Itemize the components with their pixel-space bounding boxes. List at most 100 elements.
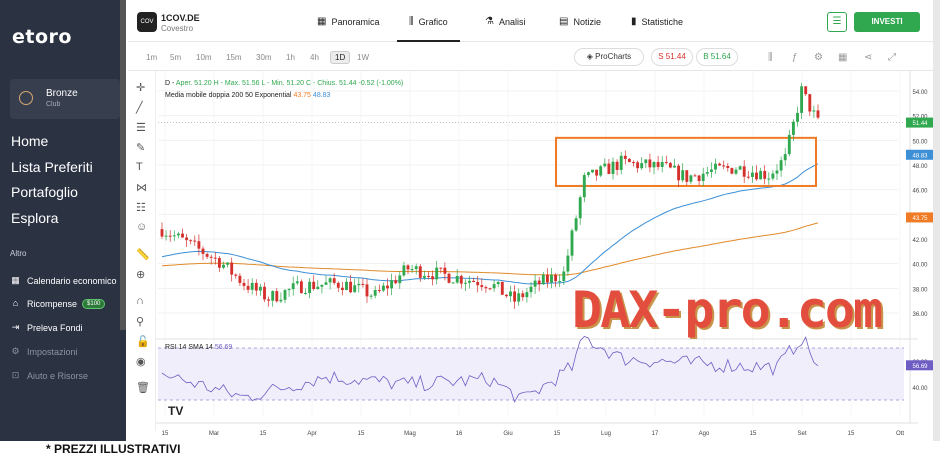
- candle-body: [332, 278, 336, 283]
- candle-body: [308, 281, 312, 293]
- lock-draw-icon[interactable]: ⚲: [136, 316, 145, 328]
- price-chart[interactable]: 54.0052.0050.0048.0046.0044.0042.0040.00…: [128, 71, 940, 442]
- sidebar-item-withdraw[interactable]: ⇥ Preleva Fondi: [10, 322, 83, 333]
- candle-body: [701, 173, 705, 181]
- candle-body: [619, 155, 623, 170]
- nav-explore[interactable]: Esplora: [11, 210, 59, 226]
- candle-body: [267, 299, 271, 301]
- candle-body: [258, 286, 262, 291]
- ema50-tag: 48.83: [912, 153, 928, 159]
- indicators-icon[interactable]: ƒ: [792, 52, 798, 63]
- candle-body: [607, 163, 611, 174]
- share-icon[interactable]: ⋖: [864, 52, 873, 63]
- candle-body: [410, 269, 414, 271]
- candle-style-icon[interactable]: ⫼: [768, 52, 773, 63]
- fib-icon[interactable]: ☷: [136, 202, 146, 214]
- timeframe-1m[interactable]: 1m: [146, 53, 158, 62]
- candle-body: [414, 266, 418, 270]
- sidebar-item-settings[interactable]: ⚙ Impostazioni: [10, 346, 77, 357]
- timeframe-1w[interactable]: 1W: [357, 53, 369, 62]
- candle-body: [254, 282, 258, 291]
- club-card[interactable]: Bronze Club: [10, 79, 120, 119]
- trendline-icon[interactable]: ╱: [136, 102, 143, 114]
- etoro-logo[interactable]: etoro: [12, 26, 72, 48]
- candle-body: [755, 172, 758, 180]
- procharts-button[interactable]: ◈ ProCharts: [574, 48, 644, 66]
- rsi-label: RSI 14 SMA 14: [165, 344, 213, 351]
- tab-news[interactable]: ▤ Notizie: [559, 16, 601, 27]
- timeframe-1d[interactable]: 1D: [330, 51, 351, 64]
- candle-body: [459, 275, 463, 284]
- chart-area[interactable]: ✛ ╱ ☰ ✎ T ⋈ ☷ ☺ 📏 ⊕ ∩ ⚲ 🔓 ◉ 🗑 54.0052.00…: [128, 70, 940, 441]
- club-name: Bronze: [46, 88, 78, 99]
- candle-body: [595, 169, 599, 176]
- tab-analysis[interactable]: ⚗ Analisi: [485, 16, 525, 27]
- hlines-icon[interactable]: ☰: [136, 122, 146, 134]
- ruler-icon[interactable]: 📏: [136, 249, 150, 261]
- sell-price-button[interactable]: S 51.44: [651, 48, 693, 66]
- nav-watchlist[interactable]: Lista Preferiti: [11, 159, 93, 175]
- emoji-icon[interactable]: ☺: [136, 221, 148, 233]
- timeframe-4h[interactable]: 4h: [310, 53, 319, 62]
- fullscreen-icon[interactable]: ⤢: [888, 52, 896, 63]
- invest-button[interactable]: INVESTI: [854, 12, 920, 32]
- candle-body: [787, 134, 791, 155]
- settings-icon[interactable]: ⚙: [814, 52, 823, 63]
- zoom-icon[interactable]: ⊕: [136, 269, 146, 281]
- eye-icon[interactable]: ◉: [136, 356, 146, 368]
- nav-portfolio[interactable]: Portafoglio: [11, 184, 78, 200]
- nav-home[interactable]: Home: [11, 133, 49, 149]
- x-tick-label: 16: [456, 431, 463, 437]
- candle-body: [673, 165, 676, 168]
- ticker-name: Covestro: [161, 24, 194, 33]
- pattern-icon[interactable]: ⋈: [136, 182, 147, 194]
- tab-chart[interactable]: ⫼ Grafico: [397, 16, 460, 42]
- candle-body: [181, 233, 184, 238]
- timeframe-15m[interactable]: 15m: [226, 53, 242, 62]
- candle-body: [242, 282, 246, 286]
- ohlc-prefix: D -: [165, 80, 176, 87]
- layout-icon[interactable]: ▦: [838, 52, 848, 63]
- x-tick-label: Lug: [601, 431, 611, 437]
- drawing-toolbar: ✛ ╱ ☰ ✎ T ⋈ ☷ ☺ 📏 ⊕ ∩ ⚲ 🔓 ◉ 🗑: [128, 71, 156, 431]
- timeframe-5m[interactable]: 5m: [170, 53, 182, 62]
- tab-overview[interactable]: ▦ Panoramica: [317, 16, 379, 27]
- buy-price-button[interactable]: B 51.64: [696, 48, 738, 66]
- timeframe-1h[interactable]: 1h: [286, 53, 295, 62]
- timeframe-10m[interactable]: 10m: [196, 53, 212, 62]
- candle-body: [570, 230, 574, 256]
- candle-body: [562, 271, 566, 282]
- add-to-watchlist-button[interactable]: ☰: [827, 12, 847, 32]
- rsi-line: [161, 336, 819, 403]
- candle-body: [295, 281, 299, 284]
- candle-body: [451, 282, 455, 284]
- candle-body: [209, 256, 213, 258]
- trash-icon[interactable]: 🗑: [136, 382, 150, 394]
- tradingview-logo: TV: [168, 404, 184, 418]
- text-icon[interactable]: T: [136, 161, 143, 173]
- sidebar-item-help[interactable]: ⊡ Aiuto e Risorse: [10, 370, 88, 381]
- candle-body: [644, 159, 648, 164]
- candle-body: [271, 291, 275, 301]
- x-tick-label: 15: [848, 431, 855, 437]
- candle-body: [636, 162, 640, 169]
- timeframe-30m[interactable]: 30m: [256, 53, 272, 62]
- magnet-icon[interactable]: ∩: [136, 295, 144, 307]
- sidebar-item-label: Preleva Fondi: [27, 322, 83, 333]
- crosshair-icon[interactable]: ✛: [136, 82, 146, 94]
- ohlc-change: -0.52 (-1.00%): [358, 80, 404, 87]
- brush-icon[interactable]: ✎: [136, 142, 146, 154]
- tab-stats[interactable]: ▮ Statistiche: [631, 16, 683, 27]
- candle-body: [533, 280, 537, 287]
- sidebar-scrollbar[interactable]: [120, 0, 126, 330]
- altro-label: Altro: [10, 249, 27, 258]
- lock-icon[interactable]: 🔓: [136, 336, 150, 348]
- candle-body: [283, 290, 287, 300]
- sidebar-item-rewards[interactable]: ⌂ Ricompense $100: [10, 298, 106, 309]
- candle-body: [345, 281, 348, 291]
- x-tick-label: Mag: [404, 431, 416, 437]
- news-icon: ▤: [559, 16, 569, 27]
- page-scrollbar[interactable]: [933, 0, 940, 441]
- sidebar-item-calendar[interactable]: ▦ Calendario economico: [10, 275, 116, 286]
- ma-label: Media mobile doppia 200 50 Exponential: [165, 92, 292, 99]
